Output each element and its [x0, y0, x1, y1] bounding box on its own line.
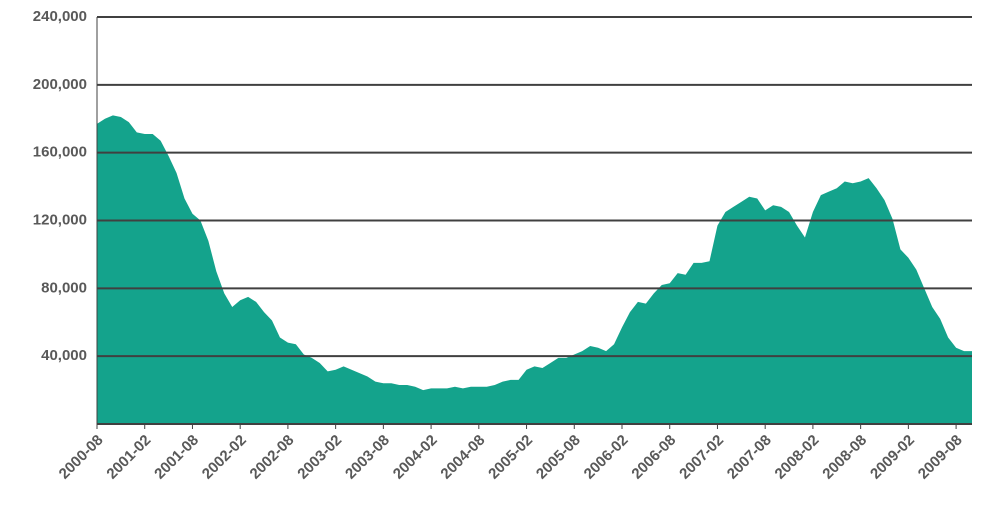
x-tick-label: 2007-08	[724, 432, 775, 483]
x-tick-label: 2001-08	[151, 432, 202, 483]
x-tick-label: 2005-08	[533, 432, 584, 483]
x-tick-label: 2006-08	[628, 432, 679, 483]
x-tick-label: 2004-02	[390, 432, 441, 483]
x-tick-label: 2000-08	[56, 432, 107, 483]
y-tick-label: 160,000	[33, 144, 87, 161]
area	[97, 115, 972, 424]
y-tick-label: 200,000	[33, 76, 87, 93]
y-tick-label: 40,000	[41, 347, 87, 364]
x-tick-label: 2003-08	[342, 432, 393, 483]
x-tick-label: 2009-02	[867, 432, 918, 483]
x-tick-label: 2003-02	[294, 432, 345, 483]
x-tick-label: 2001-02	[103, 432, 154, 483]
x-tick-label: 2002-02	[199, 432, 250, 483]
y-tick-label: 240,000	[33, 8, 87, 25]
y-tick-label: 120,000	[33, 211, 87, 228]
y-tick-label: 80,000	[41, 279, 87, 296]
x-tick-label: 2008-08	[819, 432, 870, 483]
x-tick-label: 2002-08	[247, 432, 298, 483]
x-tick-label: 2007-02	[676, 432, 727, 483]
x-tick-label: 2006-02	[581, 432, 632, 483]
x-tick-label: 2009-08	[915, 432, 966, 483]
x-tick-label: 2004-08	[437, 432, 488, 483]
x-tick-label: 2008-02	[772, 432, 823, 483]
x-tick-label: 2005-02	[485, 432, 536, 483]
